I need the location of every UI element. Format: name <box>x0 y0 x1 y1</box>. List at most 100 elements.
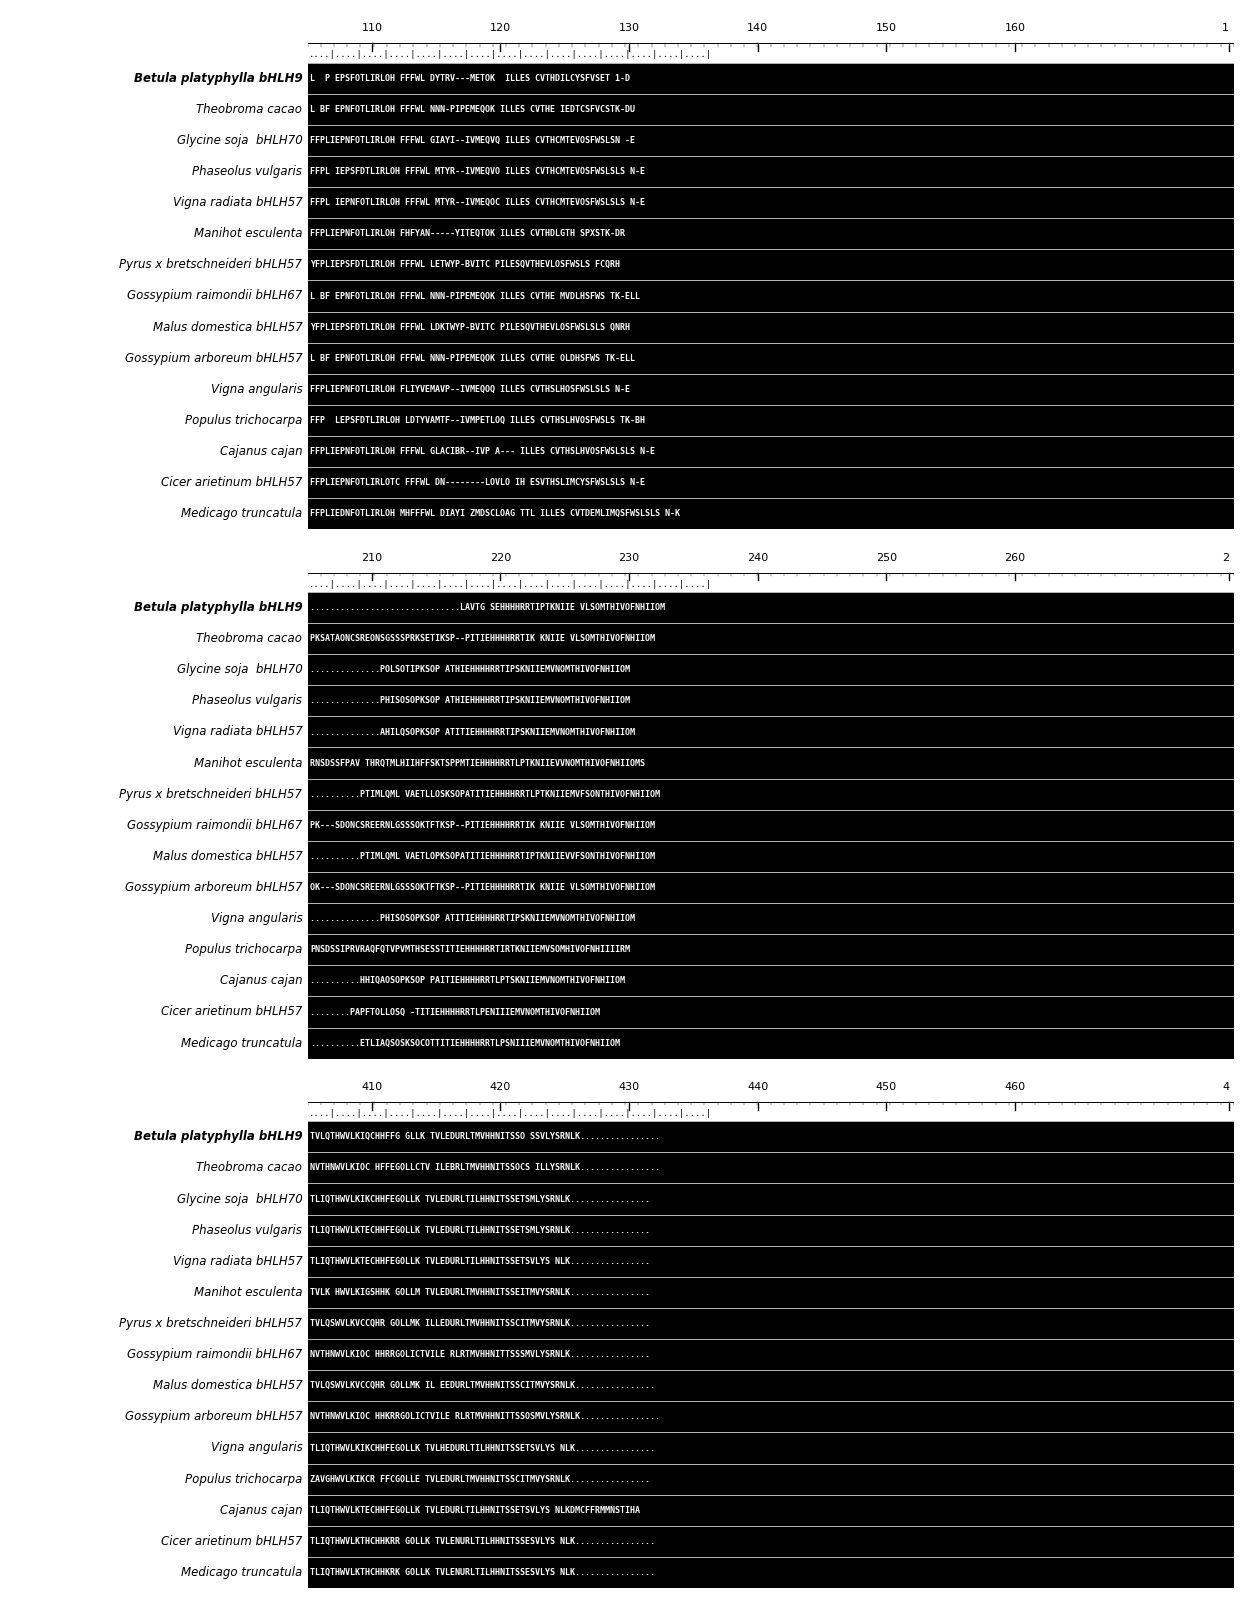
Bar <box>308 311 1234 343</box>
Text: TVLQSWVLKVCCQHR GOLLMK IL EEDURLTMVHHNITSSCITMVYSRNLK................: TVLQSWVLKVCCQHR GOLLMK IL EEDURLTMVHHNIT… <box>310 1381 655 1391</box>
Bar <box>308 622 1234 654</box>
Text: 430: 430 <box>619 1083 640 1092</box>
Text: Cajanus cajan: Cajanus cajan <box>219 1503 303 1517</box>
Bar <box>308 188 1234 218</box>
Bar <box>308 156 1234 188</box>
Bar <box>308 717 1234 747</box>
Text: FFPL IEPSFDTLIRLOH FFFWL MTYR--IVMEQVO ILLES CVTHCMTEVOSFWSLSLS N-E: FFPL IEPSFDTLIRLOH FFFWL MTYR--IVMEQVO I… <box>310 167 645 176</box>
Text: ..........PTIMLQML VAETLOPKSOPATITIEHHHHRRTIPTKNIIEVVFSONTHIVOFNHIIOM: ..........PTIMLQML VAETLOPKSOPATITIEHHHH… <box>310 852 655 861</box>
Bar <box>308 1152 1234 1184</box>
Text: Vigna angularis: Vigna angularis <box>211 913 303 926</box>
Text: TLIQTHWVLKTECHHFEGOLLK TVLEDURLTILHHNITSSETSVLYS NLK................: TLIQTHWVLKTECHHFEGOLLK TVLEDURLTILHHNITS… <box>310 1258 650 1266</box>
Text: 110: 110 <box>361 24 382 34</box>
Text: TVLK HWVLKIGSHHK GOLLM TVLEDURLTMVHHNITSSEITMVYSRNLK................: TVLK HWVLKIGSHHK GOLLM TVLEDURLTMVHHNITS… <box>310 1288 650 1298</box>
Text: Phaseolus vulgaris: Phaseolus vulgaris <box>192 1224 303 1237</box>
Text: 130: 130 <box>619 24 640 34</box>
Text: TLIQTHWVLKTHCHHKRR GOLLK TVLENURLTILHHNITSSESVLYS NLK................: TLIQTHWVLKTHCHHKRR GOLLK TVLENURLTILHHNI… <box>310 1537 655 1546</box>
Text: Phaseolus vulgaris: Phaseolus vulgaris <box>192 695 303 707</box>
Bar <box>308 1184 1234 1214</box>
Text: ....|....|....|....|....|....|....|....|....|....|....|....|....|....|....|: ....|....|....|....|....|....|....|....|… <box>309 50 713 59</box>
Text: Glycine soja  bHLH70: Glycine soja bHLH70 <box>176 133 303 148</box>
Text: RNSDSSFPAV THRQTMLHIIHFFSKTSPPMTIEHHHHRRTLPTKNIIEVVNOMTHIVOFNHIIOMS: RNSDSSFPAV THRQTMLHIIHFFSKTSPPMTIEHHHHRR… <box>310 759 645 768</box>
Bar <box>308 685 1234 717</box>
Text: NVTHNWVLKIOC HFFEGOLLCTV ILEBRLTMVHHNITSSOCS ILLYSRNLK................: NVTHNWVLKIOC HFFEGOLLCTV ILEBRLTMVHHNITS… <box>310 1163 660 1173</box>
Text: ....|....|....|....|....|....|....|....|....|....|....|....|....|....|....|: ....|....|....|....|....|....|....|....|… <box>309 1108 713 1118</box>
Text: L BF EPNFOTLIRLOH FFFWL NNN-PIPEMEQOK ILLES CVTHE IEDTCSFVCSTK-DU: L BF EPNFOTLIRLOH FFFWL NNN-PIPEMEQOK IL… <box>310 104 635 114</box>
Text: Gossypium raimondii bHLH67: Gossypium raimondii bHLH67 <box>126 289 303 303</box>
Text: FFP  LEPSFDTLIRLOH LDTYVAMTF--IVMPETLOQ ILLES CVTHSLHVOSFWSLS TK-BH: FFP LEPSFDTLIRLOH LDTYVAMTF--IVMPETLOQ I… <box>310 415 645 425</box>
Text: 160: 160 <box>1004 24 1025 34</box>
Bar <box>308 436 1234 467</box>
Text: Medicago truncatula: Medicago truncatula <box>181 1566 303 1578</box>
Bar <box>308 1307 1234 1339</box>
Text: FFPL IEPNFOTLIRLOH FFFWL MTYR--IVMEQOC ILLES CVTHCMTEVOSFWSLSLS N-E: FFPL IEPNFOTLIRLOH FFFWL MTYR--IVMEQOC I… <box>310 199 645 207</box>
Text: Cajanus cajan: Cajanus cajan <box>219 974 303 988</box>
Text: Pyrus x bretschneideri bHLH57: Pyrus x bretschneideri bHLH57 <box>119 258 303 271</box>
Bar <box>308 93 1234 125</box>
Text: FFPLIEPNFOTLIRLOH FFFWL GLACIBR--IVP A--- ILLES CVTHSLHVOSFWSLSLS N-E: FFPLIEPNFOTLIRLOH FFFWL GLACIBR--IVP A--… <box>310 448 655 456</box>
Bar <box>308 592 1234 622</box>
Text: 210: 210 <box>361 553 382 563</box>
Text: Malus domestica bHLH57: Malus domestica bHLH57 <box>153 321 303 334</box>
Text: TLIQTHWVLKTECHHFEGOLLK TVLEDURLTILHHNITSSETSMLYSRNLK................: TLIQTHWVLKTECHHFEGOLLK TVLEDURLTILHHNITS… <box>310 1225 650 1235</box>
Text: Vigna radiata bHLH57: Vigna radiata bHLH57 <box>172 725 303 738</box>
Text: L BF EPNFOTLIRLOH FFFWL NNN-PIPEMEQOK ILLES CVTHE MVDLHSFWS TK-ELL: L BF EPNFOTLIRLOH FFFWL NNN-PIPEMEQOK IL… <box>310 292 640 300</box>
Text: Medicago truncatula: Medicago truncatula <box>181 507 303 520</box>
Text: TVLQTHWVLKIQCHHFFG GLLK TVLEDURLTMVHHNITSSO SSVLYSRNLK................: TVLQTHWVLKIQCHHFFG GLLK TVLEDURLTMVHHNIT… <box>310 1132 660 1142</box>
Text: OK---SDONCSREERNLGSSSOKTFTKSP--PITIEHHHHRRTIK KNIIE VLSOMTHIVOFNHIIOM: OK---SDONCSREERNLGSSSOKTFTKSP--PITIEHHHH… <box>310 884 655 892</box>
Text: TLIQTHWVLKTECHHFEGOLLK TVLEDURLTILHHNITSSETSVLYS NLKDMCFFRMMNSTIHA: TLIQTHWVLKTECHHFEGOLLK TVLEDURLTILHHNITS… <box>310 1506 640 1514</box>
Text: Gossypium raimondii bHLH67: Gossypium raimondii bHLH67 <box>126 818 303 832</box>
Text: 120: 120 <box>490 24 511 34</box>
Text: 410: 410 <box>361 1083 382 1092</box>
Text: 230: 230 <box>619 553 640 563</box>
Bar <box>308 1432 1234 1463</box>
Text: Theobroma cacao: Theobroma cacao <box>196 1161 303 1174</box>
Text: YFPLIEPSFDTLIRLOH FFFWL LDKTWYP-BVITC PILESQVTHEVLOSFWSLSLS QNRH: YFPLIEPSFDTLIRLOH FFFWL LDKTWYP-BVITC PI… <box>310 322 630 332</box>
Text: 450: 450 <box>875 1083 897 1092</box>
Text: L BF EPNFOTLIRLOH FFFWL NNN-PIPEMEQOK ILLES CVTHE OLDHSFWS TK-ELL: L BF EPNFOTLIRLOH FFFWL NNN-PIPEMEQOK IL… <box>310 354 635 363</box>
Text: Theobroma cacao: Theobroma cacao <box>196 632 303 645</box>
Bar <box>308 218 1234 249</box>
Text: TLIQTHWVLKIKCHHFEGOLLK TVLEDURLTILHHNITSSETSMLYSRNLK................: TLIQTHWVLKIKCHHFEGOLLK TVLEDURLTILHHNITS… <box>310 1195 650 1203</box>
Text: PKSATAONCSREONSGSSSPRKSETIKSP--PITIEHHHHRRTIK KNIIE VLSOMTHIVOFNHIIOM: PKSATAONCSREONSGSSSPRKSETIKSP--PITIEHHHH… <box>310 634 655 643</box>
Text: NVTHNWVLKIOC HHKRRGOLICTVILE RLRTMVHHNITTSSOSMVLYSRNLK................: NVTHNWVLKIOC HHKRRGOLICTVILE RLRTMVHHNIT… <box>310 1413 660 1421</box>
Bar <box>308 1214 1234 1246</box>
Text: Glycine soja  bHLH70: Glycine soja bHLH70 <box>176 662 303 677</box>
Text: Pyrus x bretschneideri bHLH57: Pyrus x bretschneideri bHLH57 <box>119 788 303 800</box>
Text: 240: 240 <box>748 553 769 563</box>
Bar <box>308 1121 1234 1152</box>
Text: 440: 440 <box>748 1083 769 1092</box>
Bar <box>308 1557 1234 1588</box>
Bar <box>308 1525 1234 1557</box>
Text: NVTHNWVLKIOC HHRRGOLICTVILE RLRTMVHHNITTSSSMVLYSRNLK................: NVTHNWVLKIOC HHRRGOLICTVILE RLRTMVHHNITT… <box>310 1351 650 1359</box>
Text: FFPLIEDNFOTLIRLOH MHFFFWL DIAYI ZMDSCLOAG TTL ILLES CVTDEMLIMQSFWSLSLS N-K: FFPLIEDNFOTLIRLOH MHFFFWL DIAYI ZMDSCLOA… <box>310 508 681 518</box>
Text: Vigna angularis: Vigna angularis <box>211 383 303 396</box>
Bar <box>308 1463 1234 1495</box>
Bar <box>308 281 1234 311</box>
Text: Gossypium arboreum bHLH57: Gossypium arboreum bHLH57 <box>125 1410 303 1423</box>
Text: Malus domestica bHLH57: Malus domestica bHLH57 <box>153 1379 303 1392</box>
Bar <box>308 467 1234 499</box>
Text: Gossypium raimondii bHLH67: Gossypium raimondii bHLH67 <box>126 1347 303 1362</box>
Text: Cicer arietinum bHLH57: Cicer arietinum bHLH57 <box>161 1006 303 1019</box>
Text: Medicago truncatula: Medicago truncatula <box>181 1036 303 1049</box>
Text: Manihot esculenta: Manihot esculenta <box>193 228 303 241</box>
Text: ..............AHILQSOPKSOP ATITIEHHHHRRTIPSKNIIEMVNOMTHIVOFNHIIOM: ..............AHILQSOPKSOP ATITIEHHHHRRT… <box>310 728 635 736</box>
Text: ..............PHISOSOPKSOP ATITIEHHHHRRTIPSKNIIEMVNOMTHIVOFNHIIOM: ..............PHISOSOPKSOP ATITIEHHHHRRT… <box>310 914 635 924</box>
Bar <box>308 1495 1234 1525</box>
Text: ..........PTIMLQML VAETLLOSKSOPATITIEHHHHRRTLPTKNIIEMVFSONTHIVOFNHIIOM: ..........PTIMLQML VAETLLOSKSOPATITIEHHH… <box>310 789 660 799</box>
Bar <box>308 63 1234 93</box>
Bar <box>308 249 1234 281</box>
Text: Populus trichocarpa: Populus trichocarpa <box>185 414 303 427</box>
Text: Gossypium arboreum bHLH57: Gossypium arboreum bHLH57 <box>125 881 303 893</box>
Text: Cicer arietinum bHLH57: Cicer arietinum bHLH57 <box>161 476 303 489</box>
Text: 4: 4 <box>1223 1083 1229 1092</box>
Text: FFPLIEPNFOTLIRLOH FLIYVEMAVP--IVMEQOQ ILLES CVTHSLHOSFWSLSLS N-E: FFPLIEPNFOTLIRLOH FLIYVEMAVP--IVMEQOQ IL… <box>310 385 630 395</box>
Bar <box>308 903 1234 934</box>
Bar <box>308 1246 1234 1277</box>
Text: Cajanus cajan: Cajanus cajan <box>219 444 303 459</box>
Text: L  P EPSFOTLIRLOH FFFWL DYTRV---METOK  ILLES CVTHDILCYSFVSET 1-D: L P EPSFOTLIRLOH FFFWL DYTRV---METOK ILL… <box>310 74 630 83</box>
Bar <box>308 1339 1234 1370</box>
Text: Manihot esculenta: Manihot esculenta <box>193 757 303 770</box>
Text: Populus trichocarpa: Populus trichocarpa <box>185 1472 303 1485</box>
